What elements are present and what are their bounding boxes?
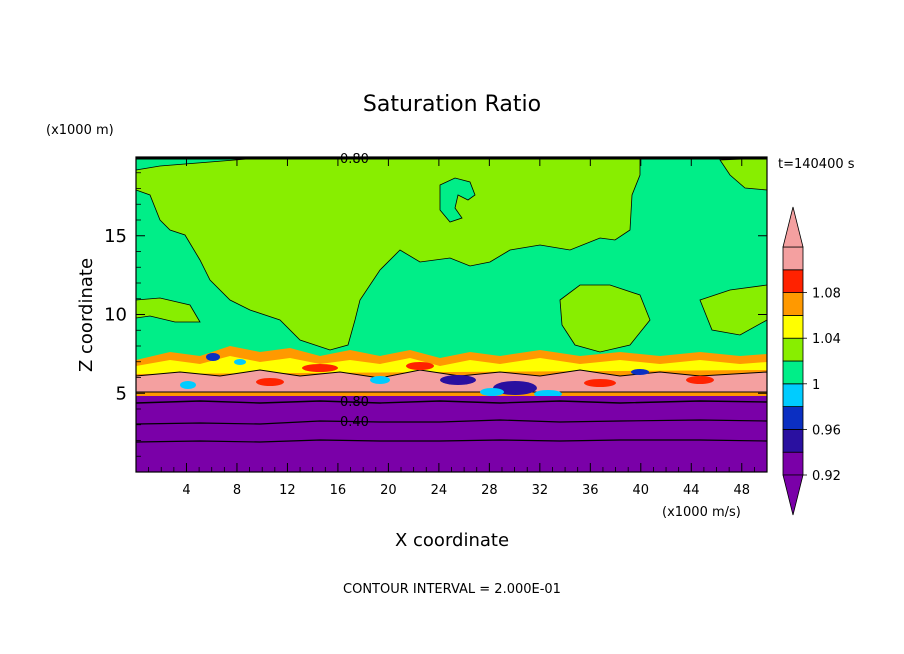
field-green-region-right bbox=[559, 284, 651, 353]
colorbar-tick-label: 0.96 bbox=[812, 423, 841, 438]
field-lower-background bbox=[136, 396, 767, 472]
field-green-region bbox=[136, 157, 641, 351]
x-axis-unit: (x1000 m/s) bbox=[662, 505, 741, 520]
colorbar-swatch bbox=[782, 383, 804, 407]
colorbar-tick-label: 1 bbox=[812, 378, 820, 393]
colorbar-top-arrow bbox=[782, 206, 804, 248]
colorbar-tick-label: 1.04 bbox=[812, 332, 841, 347]
x-tick-label: 4 bbox=[182, 483, 190, 498]
contour-label-upper: 0.80 bbox=[340, 395, 369, 410]
y-tick-label: 10 bbox=[104, 305, 127, 326]
x-tick-label: 24 bbox=[431, 483, 448, 498]
field-green-strip-right bbox=[699, 284, 767, 336]
y-axis: 5 10 15 bbox=[104, 172, 767, 457]
x-tick-label: 8 bbox=[233, 483, 241, 498]
field-blue-cells bbox=[180, 353, 649, 398]
x-tick-label: 12 bbox=[279, 483, 296, 498]
x-tick-label: 16 bbox=[330, 483, 347, 498]
x-tick-label: 36 bbox=[582, 483, 599, 498]
y-tick-label: 5 bbox=[116, 383, 127, 404]
colorbar-swatch bbox=[782, 406, 804, 430]
contour-field bbox=[136, 157, 767, 472]
colorbar-swatch bbox=[782, 428, 804, 453]
field-yellow-band bbox=[136, 356, 767, 374]
x-tick-label: 20 bbox=[380, 483, 397, 498]
chart-title: Saturation Ratio bbox=[363, 92, 541, 117]
contour-label-top: 0.80 bbox=[340, 152, 369, 167]
x-tick-label: 40 bbox=[633, 483, 650, 498]
x-tick-label: 32 bbox=[532, 483, 549, 498]
contour-line-upper bbox=[136, 400, 767, 404]
colorbar-swatch bbox=[782, 451, 804, 476]
colorbar-swatch bbox=[782, 269, 804, 293]
x-axis: 4 8 12 16 20 24 28 32 36 40 44 48 bbox=[148, 157, 755, 498]
colorbar: 1.08 1.04 1 0.96 0.92 bbox=[782, 206, 841, 516]
field-red-cells bbox=[256, 362, 714, 387]
contour-interval-footer: CONTOUR INTERVAL = 2.000E-01 bbox=[343, 582, 561, 597]
x-axis-label: X coordinate bbox=[395, 530, 509, 551]
field-green-strip-left bbox=[136, 297, 201, 323]
colorbar-swatch bbox=[782, 292, 804, 316]
y-tick-label: 15 bbox=[104, 226, 127, 247]
time-label: t=140400 s bbox=[778, 157, 855, 172]
x-tick-label: 28 bbox=[481, 483, 498, 498]
contour-line-middle bbox=[136, 419, 767, 425]
colorbar-swatch bbox=[782, 246, 804, 271]
colorbar-swatch bbox=[782, 337, 804, 362]
y-axis-unit: (x1000 m) bbox=[46, 123, 114, 138]
colorbar-swatch bbox=[782, 360, 804, 385]
colorbar-tick-label: 1.08 bbox=[812, 287, 841, 302]
y-axis-label: Z coordinate bbox=[76, 258, 97, 372]
field-green-island bbox=[439, 177, 476, 223]
x-tick-label: 48 bbox=[733, 483, 750, 498]
colorbar-swatch bbox=[782, 314, 804, 339]
contour-line-lower bbox=[136, 439, 767, 443]
colorbar-tick-label: 0.92 bbox=[812, 469, 841, 484]
colorbar-bottom-arrow bbox=[782, 474, 804, 516]
x-tick-label: 44 bbox=[683, 483, 700, 498]
contour-label-lower: 0.40 bbox=[340, 415, 369, 430]
